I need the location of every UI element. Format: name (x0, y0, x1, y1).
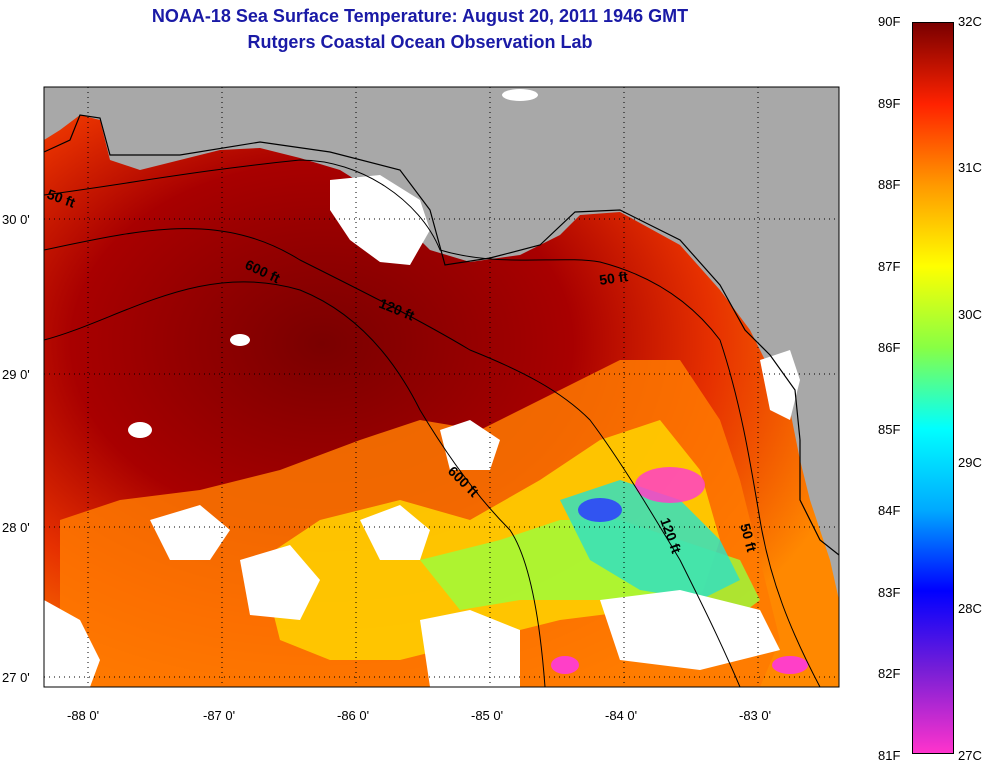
contour-label: 50 ft (598, 268, 629, 288)
y-axis-labels: 30 0' 29 0' 28 0' 27 0' (2, 212, 30, 685)
colorbar-f-label: 81F (878, 748, 901, 763)
colorbar-f-label: 82F (878, 666, 901, 681)
contour-label: 50 ft (737, 522, 760, 554)
contour-50ft (43, 159, 821, 688)
colorbar-c-label: 32C (958, 14, 982, 29)
contour-600ft (43, 281, 546, 688)
cool-patch-magenta (635, 467, 705, 503)
colorbar-f-label: 87F (878, 259, 901, 274)
x-tick-label: -87 0' (203, 708, 235, 723)
colorbar-c-label: 29C (958, 455, 982, 470)
colorbar-f-label: 90F (878, 14, 901, 29)
x-axis-labels: -88 0' -87 0' -86 0' -85 0' -84 0' -83 0… (67, 708, 771, 723)
cool-patch-magenta-3 (772, 656, 808, 674)
page-subtitle: Rutgers Coastal Ocean Observation Lab (247, 32, 593, 52)
y-tick-label: 30 0' (2, 212, 30, 227)
cool-patch-magenta-2 (551, 656, 579, 674)
colorbar-f-label: 88F (878, 177, 901, 192)
colorbar-f-label: 83F (878, 585, 901, 600)
y-tick-label: 27 0' (2, 670, 30, 685)
colorbar-f-label: 85F (878, 422, 901, 437)
colorbar-f-label: 89F (878, 96, 901, 111)
colorbar-c-label: 27C (958, 748, 982, 763)
colorbar-c-label: 31C (958, 160, 982, 175)
colorbar-c-label: 30C (958, 307, 982, 322)
x-tick-label: -88 0' (67, 708, 99, 723)
cloud-mask (44, 89, 800, 687)
x-tick-label: -85 0' (471, 708, 503, 723)
contour-120ft (43, 228, 741, 688)
x-tick-label: -84 0' (605, 708, 637, 723)
y-tick-label: 28 0' (2, 520, 30, 535)
coastline (43, 114, 840, 556)
x-tick-label: -86 0' (337, 708, 369, 723)
plot-frame (43, 86, 840, 688)
temperature-colorbar (912, 22, 954, 754)
page-title: NOAA-18 Sea Surface Temperature: August … (151, 6, 689, 26)
colorbar-c-label: 28C (958, 601, 982, 616)
colorbar-f-label: 86F (878, 340, 901, 355)
graticule (44, 87, 839, 687)
colorbar-f-label: 84F (878, 503, 901, 518)
x-tick-label: -83 0' (739, 708, 771, 723)
bathymetry-contours (43, 159, 821, 688)
cool-patch-blue (578, 498, 622, 522)
y-tick-label: 29 0' (2, 367, 30, 382)
